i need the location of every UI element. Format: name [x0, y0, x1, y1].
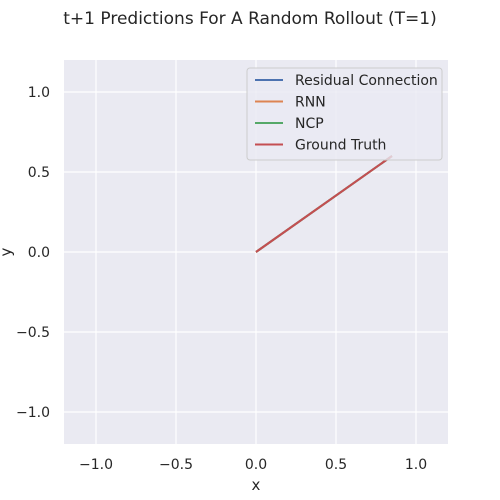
- y-tick-label: −1.0: [16, 405, 50, 421]
- y-tick-label: 0.0: [28, 245, 50, 261]
- legend-entry: Residual Connection: [295, 73, 438, 89]
- y-tick-label: −0.5: [16, 325, 50, 341]
- x-tick-label: −0.5: [159, 457, 193, 473]
- plot-area: −1.0 −0.5 0.0 0.5 1.0 −1.0 −0.5 0.0 0.5 1.0 Residu…: [16, 60, 448, 473]
- x-tick-label: 1.0: [405, 457, 427, 473]
- chart-title: t+1 Predictions For A Random Rollout (T=…: [63, 9, 436, 29]
- legend-entry: Ground Truth: [295, 138, 386, 154]
- x-tick-label: −1.0: [79, 457, 113, 473]
- legend-entry: NCP: [295, 116, 324, 132]
- legend-box: [246, 67, 443, 161]
- legend-entry: RNN: [295, 95, 326, 111]
- y-axis-label: y: [0, 247, 15, 256]
- x-tick-label: 0.5: [325, 457, 347, 473]
- x-axis-label: x: [252, 476, 261, 494]
- y-tick-label: 0.5: [28, 165, 50, 181]
- series-line: [255, 155, 393, 253]
- x-tick-label: 0.0: [245, 457, 267, 473]
- y-tick-label: 1.0: [28, 85, 50, 101]
